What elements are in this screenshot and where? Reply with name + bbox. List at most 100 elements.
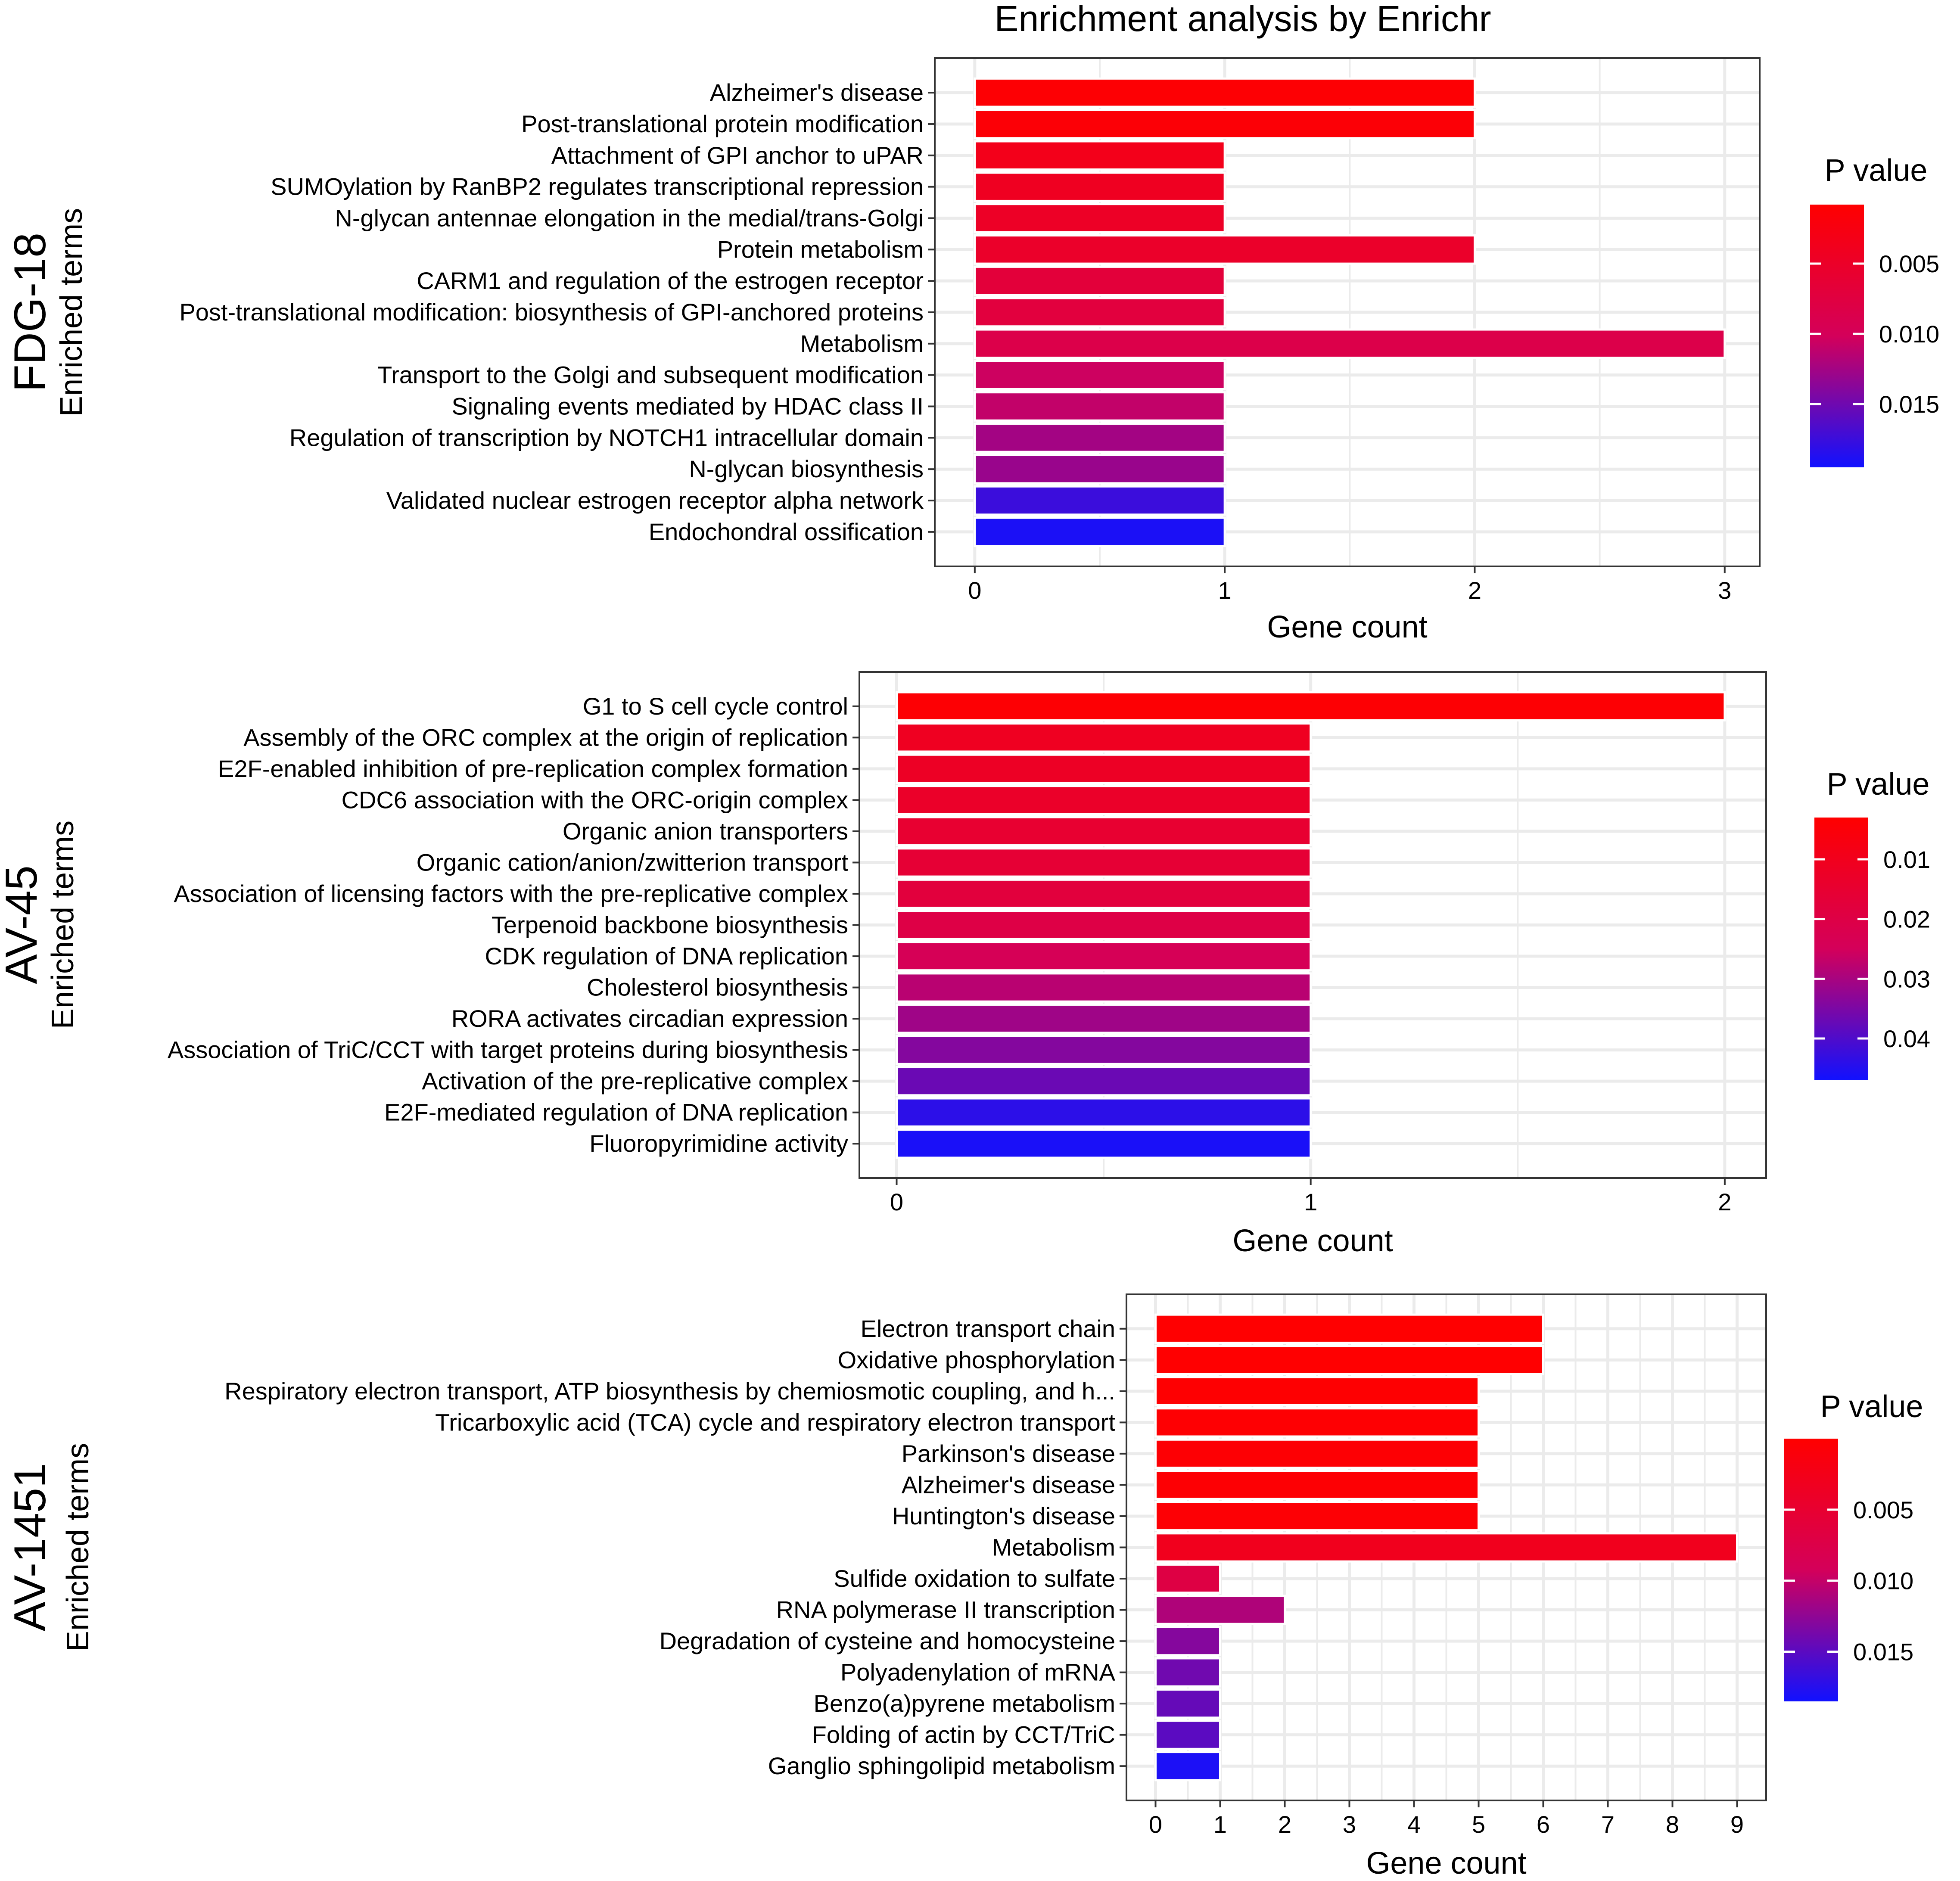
colorbar bbox=[1814, 818, 1868, 1080]
category-label: Regulation of transcription by NOTCH1 in… bbox=[289, 424, 924, 451]
colorbar-tick-label: 0.03 bbox=[1883, 965, 1930, 992]
category-label: Post-translational modification: biosynt… bbox=[179, 298, 924, 326]
bar-cholesterol-biosynthesis[interactable] bbox=[896, 972, 1312, 1003]
category-label: Validated nuclear estrogen receptor alph… bbox=[386, 487, 924, 514]
x-tick-label: 7 bbox=[1601, 1811, 1615, 1838]
colorbar-tick-label: 0.04 bbox=[1883, 1025, 1930, 1052]
bar-post-translational-modification-biosynthesis-of-gpi-anchored-proteins[interactable] bbox=[974, 297, 1226, 328]
x-tick-label: 8 bbox=[1666, 1811, 1679, 1838]
bar-endochondral-ossification[interactable] bbox=[974, 516, 1226, 547]
bar-rna-polymerase-ii-transcription[interactable] bbox=[1154, 1595, 1286, 1625]
category-label: Degradation of cysteine and homocysteine bbox=[660, 1627, 1115, 1654]
bar-e2f-enabled-inhibition-of-pre-replication-complex-formation[interactable] bbox=[896, 753, 1312, 784]
bar-tricarboxylic-acid-tca-cycle-and-respiratory-electron-transport[interactable] bbox=[1154, 1407, 1480, 1438]
bar-association-of-licensing-factors-with-the-pre-replicative-complex[interactable] bbox=[896, 878, 1312, 909]
bar-cdk-regulation-of-dna-replication[interactable] bbox=[896, 941, 1312, 972]
bar-signaling-events-mediated-by-hdac-class-ii[interactable] bbox=[974, 391, 1226, 422]
bar-e2f-mediated-regulation-of-dna-replication[interactable] bbox=[896, 1097, 1312, 1128]
category-label: N-glycan biosynthesis bbox=[689, 455, 924, 482]
panel-fdg-18: Alzheimer's disease Post-translational pr… bbox=[5, 57, 1939, 644]
category-label: CARM1 and regulation of the estrogen rec… bbox=[417, 267, 924, 294]
bar-carm1-and-regulation-of-the-estrogen-receptor[interactable] bbox=[974, 265, 1226, 296]
category-label: Tricarboxylic acid (TCA) cycle and respi… bbox=[435, 1408, 1115, 1436]
x-tick-label: 3 bbox=[1343, 1811, 1356, 1838]
category-label: Ganglio sphingolipid metabolism bbox=[768, 1752, 1115, 1779]
category-label: Cholesterol biosynthesis bbox=[587, 974, 848, 1001]
bar-g1-to-s-cell-cycle-control[interactable] bbox=[896, 691, 1726, 721]
x-tick-label: 0 bbox=[968, 577, 981, 604]
category-label: Assembly of the ORC complex at the origi… bbox=[243, 724, 848, 751]
category-label: Organic cation/anion/zwitterion transpor… bbox=[417, 849, 849, 876]
bar-parkinson-s-disease[interactable] bbox=[1154, 1438, 1480, 1469]
bar-cdc6-association-with-the-orc-origin-complex[interactable] bbox=[896, 785, 1312, 815]
bar-n-glycan-antennae-elongation-in-the-medial-trans-golgi[interactable] bbox=[974, 203, 1226, 233]
category-label: G1 to S cell cycle control bbox=[583, 693, 848, 720]
bar-organic-anion-transporters[interactable] bbox=[896, 816, 1312, 847]
bar-terpenoid-backbone-biosynthesis[interactable] bbox=[896, 910, 1312, 940]
bar-alzheimer-s-disease[interactable] bbox=[1154, 1470, 1480, 1500]
category-label: Association of TriC/CCT with target prot… bbox=[168, 1036, 848, 1063]
category-label: Protein metabolism bbox=[717, 236, 924, 263]
x-tick-label: 0 bbox=[1149, 1811, 1162, 1838]
bar-assembly-of-the-orc-complex-at-the-origin-of-replication[interactable] bbox=[896, 722, 1312, 753]
x-tick-label: 1 bbox=[1213, 1811, 1227, 1838]
legend-title: P value bbox=[1827, 767, 1930, 802]
bar-fluoropyrimidine-activity[interactable] bbox=[896, 1129, 1312, 1159]
colorbar-tick-label: 0.010 bbox=[1853, 1567, 1913, 1595]
bar-benzo-a-pyrene-metabolism[interactable] bbox=[1154, 1688, 1221, 1719]
category-label: SUMOylation by RanBP2 regulates transcri… bbox=[271, 173, 924, 200]
panel-av-45: G1 to S cell cycle control Assembly of th… bbox=[0, 671, 1930, 1258]
category-label: Benzo(a)pyrene metabolism bbox=[814, 1690, 1115, 1717]
category-label: Folding of actin by CCT/TriC bbox=[812, 1721, 1115, 1748]
bar-huntington-s-disease[interactable] bbox=[1154, 1501, 1480, 1532]
category-label: CDC6 association with the ORC-origin com… bbox=[342, 786, 848, 813]
bar-folding-of-actin-by-cct-tric[interactable] bbox=[1154, 1719, 1221, 1750]
bar-validated-nuclear-estrogen-receptor-alpha-network[interactable] bbox=[974, 485, 1226, 516]
bar-sulfide-oxidation-to-sulfate[interactable] bbox=[1154, 1563, 1221, 1594]
colorbar-tick-label: 0.015 bbox=[1879, 391, 1939, 418]
bar-metabolism[interactable] bbox=[974, 328, 1726, 359]
category-label: RNA polymerase II transcription bbox=[776, 1596, 1115, 1623]
bar-n-glycan-biosynthesis[interactable] bbox=[974, 454, 1226, 485]
category-label: Signaling events mediated by HDAC class … bbox=[451, 393, 924, 420]
category-label: Polyadenylation of mRNA bbox=[840, 1659, 1116, 1686]
category-label: Oxidative phosphorylation bbox=[838, 1346, 1115, 1373]
bar-regulation-of-transcription-by-notch1-intracellular-domain[interactable] bbox=[974, 423, 1226, 453]
category-label: Respiratory electron transport, ATP bios… bbox=[224, 1377, 1115, 1405]
x-tick-label: 2 bbox=[1278, 1811, 1291, 1838]
category-label: Sulfide oxidation to sulfate bbox=[834, 1565, 1115, 1592]
category-label: N-glycan antennae elongation in the medi… bbox=[335, 204, 924, 231]
bar-oxidative-phosphorylation[interactable] bbox=[1154, 1345, 1544, 1375]
bar-attachment-of-gpi-anchor-to-upar[interactable] bbox=[974, 140, 1226, 171]
category-label: Post-translational protein modification bbox=[521, 110, 924, 137]
bar-ganglio-sphingolipid-metabolism[interactable] bbox=[1154, 1751, 1221, 1782]
bar-rora-activates-circadian-expression[interactable] bbox=[896, 1003, 1312, 1034]
colorbar-tick-label: 0.010 bbox=[1879, 320, 1939, 348]
x-tick-label: 2 bbox=[1718, 1188, 1731, 1216]
bar-transport-to-the-golgi-and-subsequent-modification[interactable] bbox=[974, 360, 1226, 390]
bar-protein-metabolism[interactable] bbox=[974, 234, 1476, 265]
panel-label: FDG-18 bbox=[5, 233, 55, 392]
bar-alzheimer-s-disease[interactable] bbox=[974, 77, 1476, 108]
bar-electron-transport-chain[interactable] bbox=[1154, 1313, 1544, 1344]
panel-label: AV-1451 bbox=[5, 1463, 55, 1631]
category-label: Terpenoid backbone biosynthesis bbox=[492, 911, 848, 939]
category-label: Organic anion transporters bbox=[563, 818, 848, 845]
bar-metabolism[interactable] bbox=[1154, 1532, 1738, 1563]
bar-association-of-tric-cct-with-target-proteins-during-biosynthesis[interactable] bbox=[896, 1035, 1312, 1065]
category-label: Endochondral ossification bbox=[649, 518, 924, 545]
bar-activation-of-the-pre-replicative-complex[interactable] bbox=[896, 1066, 1312, 1097]
y-axis-title: Enriched terms bbox=[54, 208, 89, 417]
colorbar-tick-label: 0.005 bbox=[1853, 1496, 1913, 1523]
x-tick-label: 6 bbox=[1537, 1811, 1550, 1838]
x-tick-label: 4 bbox=[1407, 1811, 1421, 1838]
category-label: Parkinson's disease bbox=[902, 1440, 1115, 1467]
bar-polyadenylation-of-mrna[interactable] bbox=[1154, 1657, 1221, 1688]
bar-post-translational-protein-modification[interactable] bbox=[974, 109, 1476, 140]
bar-organic-cation-anion-zwitterion-transport[interactable] bbox=[896, 847, 1312, 878]
category-label: Transport to the Golgi and subsequent mo… bbox=[377, 361, 924, 389]
bar-respiratory-electron-transport-atp-biosynthesis-by-chemiosmotic-coupling-and-h[interactable] bbox=[1154, 1376, 1480, 1406]
bar-degradation-of-cysteine-and-homocysteine[interactable] bbox=[1154, 1626, 1221, 1657]
bar-sumoylation-by-ranbp2-regulates-transcriptional-repression[interactable] bbox=[974, 171, 1226, 202]
